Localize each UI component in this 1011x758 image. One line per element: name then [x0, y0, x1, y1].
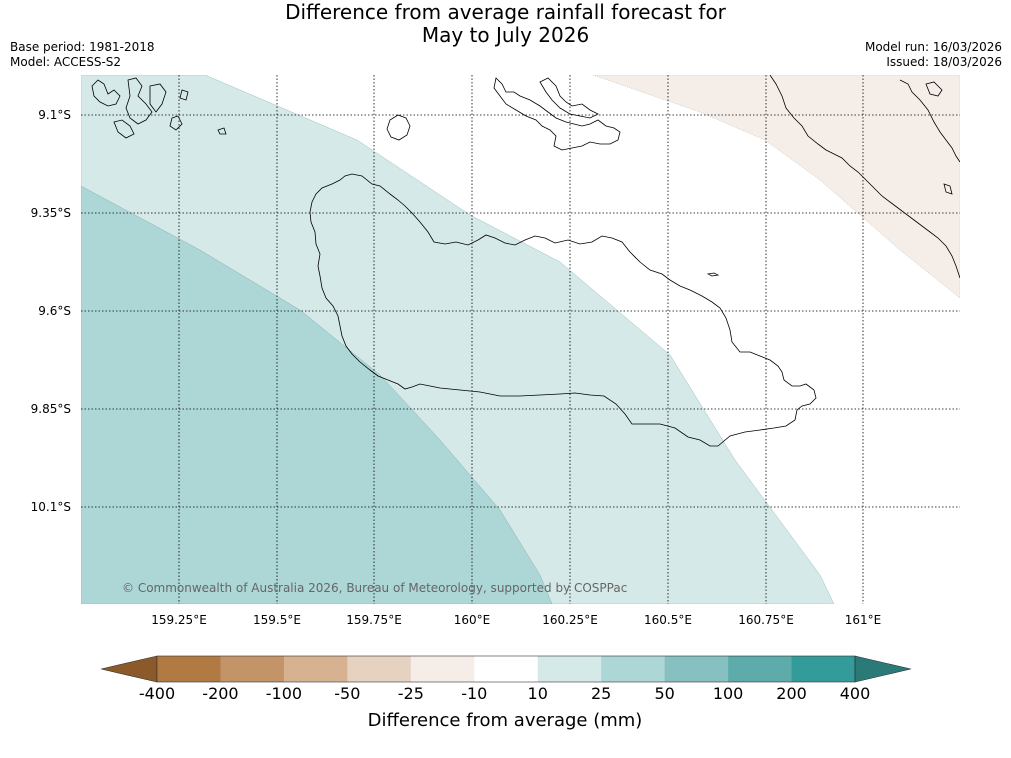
colorbar: -400 -200 -100 -50 -25 -10 10 25 50 100 200 400 Dif… [100, 655, 912, 731]
islet-coastline [706, 272, 720, 277]
malaita-islet-coastline [925, 81, 943, 97]
region-minus-25-to-minus-10 [592, 75, 960, 299]
lon-label: 160.5°E [644, 613, 692, 627]
colorbar-arrow-high [854, 655, 912, 683]
map-area: © Commonwealth of Australia 2026, Bureau… [81, 75, 960, 604]
model-label: Model: ACCESS-S2 [10, 55, 122, 69]
colorbar-label: 400 [840, 684, 871, 703]
chart-title-line1: Difference from average rainfall forecas… [285, 0, 726, 24]
colorbar-cell [283, 656, 348, 682]
colorbar-label: 10 [528, 684, 548, 703]
malaita-north-coastline [899, 79, 960, 163]
nw-island3-coastline [113, 119, 135, 139]
nggela-islands-coastline [493, 77, 621, 151]
malaita-islet2-coastline [943, 183, 953, 195]
lat-label: 9.35°S [31, 206, 71, 220]
coastlines [91, 75, 960, 447]
lon-label: 161°E [845, 613, 882, 627]
region-25-to-50 [81, 185, 553, 604]
colorbar-cell [474, 656, 539, 682]
longitude-labels: 159.25°E 159.5°E 159.75°E 160°E 160.25°E… [151, 613, 881, 627]
lon-label: 159.5°E [253, 613, 301, 627]
copyright-text: © Commonwealth of Australia 2026, Bureau… [122, 581, 627, 595]
lon-label: 159.25°E [151, 613, 207, 627]
nw-island-coastline [125, 77, 153, 125]
chart-title-line2: May to July 2026 [421, 23, 590, 47]
lat-label: 10.1°S [31, 500, 71, 514]
lat-label: 9.6°S [38, 304, 71, 318]
colorbar-cell [728, 656, 792, 682]
colorbar-label: 200 [776, 684, 807, 703]
colorbar-cell [410, 656, 475, 682]
colorbar-label: -10 [461, 684, 487, 703]
model-run-label: Model run: 16/03/2026 [864, 40, 1002, 54]
lat-label: 9.85°S [31, 402, 71, 416]
colorbar-arrow-low [100, 655, 158, 683]
russell-islands-coastline [91, 79, 121, 107]
colorbar-label: 100 [713, 684, 744, 703]
colorbar-label: -400 [139, 684, 175, 703]
colorbar-cell [791, 656, 856, 682]
colorbar-cell [157, 656, 221, 682]
nw-island4-coastline [169, 115, 183, 131]
nw-island2-coastline [149, 83, 167, 113]
colorbar-cell [537, 656, 602, 682]
colorbar-cell [601, 656, 665, 682]
lon-label: 159.75°E [346, 613, 402, 627]
nw-island5-coastline [217, 127, 227, 135]
colorbar-title: Difference from average (mm) [368, 710, 643, 731]
colorbar-label: -100 [266, 684, 302, 703]
savo-island-coastline [386, 114, 411, 141]
graticule [81, 75, 960, 604]
guadalcanal-coastline [309, 173, 817, 447]
nw-island6-coastline [179, 89, 189, 101]
issued-label: Issued: 18/03/2026 [886, 55, 1002, 69]
colorbar-cell [347, 656, 412, 682]
base-period-label: Base period: 1981-2018 [10, 40, 155, 54]
lon-label: 160.75°E [738, 613, 794, 627]
lat-label: 9.1°S [38, 108, 71, 122]
nggela-east-coastline [539, 77, 599, 119]
colorbar-label: -200 [202, 684, 238, 703]
colorbar-cell [220, 656, 285, 682]
colorbar-labels: -400 -200 -100 -50 -25 -10 10 25 50 100 200 400 [139, 684, 870, 703]
colorbar-outline [156, 655, 856, 683]
lon-label: 160.25°E [542, 613, 598, 627]
latitude-labels: 9.1°S 9.35°S 9.6°S 9.85°S 10.1°S [31, 108, 71, 514]
colorbar-label: 50 [654, 684, 674, 703]
colorbar-label: 25 [591, 684, 611, 703]
colorbar-cell [664, 656, 729, 682]
colorbar-cells [157, 656, 856, 682]
malaita-coastline [769, 75, 960, 279]
lon-label: 160°E [454, 613, 491, 627]
colorbar-label: -25 [398, 684, 424, 703]
colorbar-label: -50 [334, 684, 360, 703]
